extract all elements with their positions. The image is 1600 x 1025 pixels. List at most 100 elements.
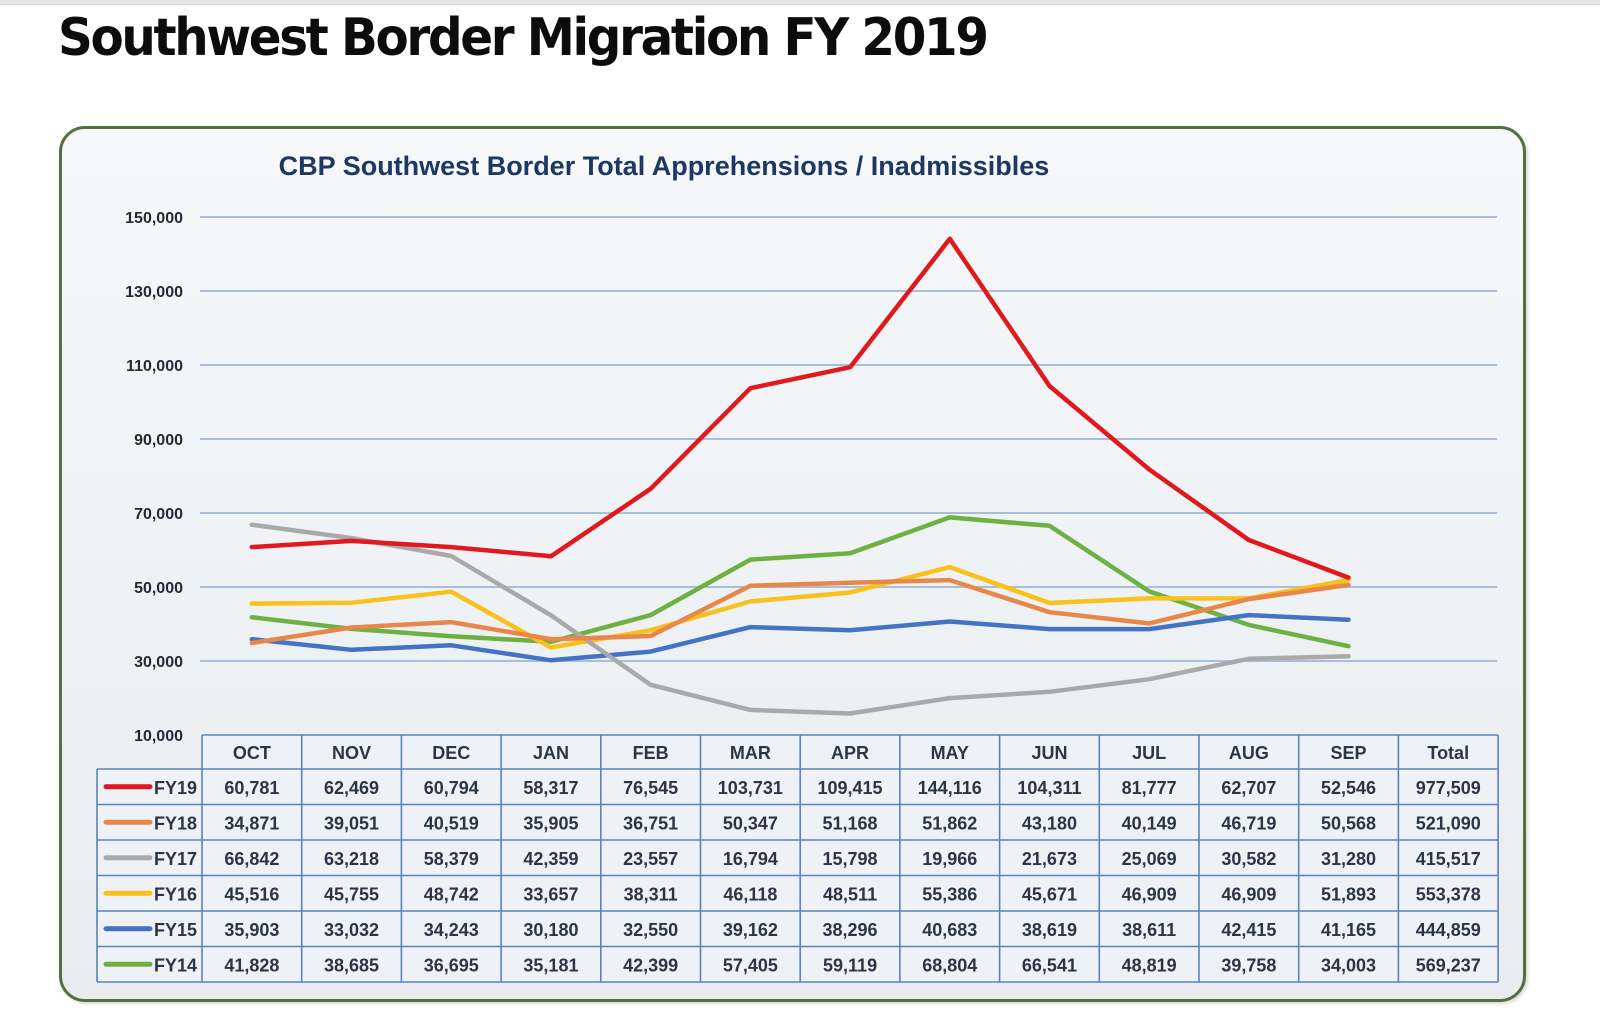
data-label: 25,069 [1122, 849, 1177, 869]
x-tick-label: MAR [730, 743, 771, 763]
y-tick-label: 70,000 [134, 506, 183, 523]
data-label: 41,165 [1321, 920, 1376, 940]
legend-label-fy19: FY19 [154, 778, 197, 798]
data-label: 46,909 [1122, 884, 1177, 904]
data-label: 31,280 [1321, 849, 1376, 869]
data-label: 30,582 [1221, 849, 1276, 869]
total-value: 521,090 [1416, 813, 1481, 833]
total-value: 977,509 [1416, 778, 1481, 798]
data-label: 36,751 [623, 813, 678, 833]
data-label: 52,546 [1321, 778, 1376, 798]
data-label: 45,755 [324, 884, 379, 904]
data-label: 23,557 [623, 849, 678, 869]
x-tick-label: JUN [1031, 743, 1067, 763]
data-label: 103,731 [718, 778, 783, 798]
data-label: 45,671 [1022, 884, 1077, 904]
data-table: OCT NOV DEC JAN FEB MAR APR MAY JUN JUL AUG SEP Tota… [96, 734, 1499, 983]
data-label: 38,619 [1022, 920, 1077, 940]
legend-label-fy18: FY18 [154, 813, 197, 833]
data-label: 57,405 [723, 955, 778, 975]
data-label: 34,003 [1321, 955, 1376, 975]
data-label: 35,181 [523, 955, 578, 975]
y-tick-label: 90,000 [134, 432, 183, 449]
data-label: 38,311 [624, 884, 678, 904]
y-tick-label: 130,000 [125, 284, 183, 301]
legend-label-fy16: FY16 [154, 884, 197, 904]
total-value: 444,859 [1416, 920, 1481, 940]
data-label: 48,511 [823, 884, 877, 904]
y-tick-label: 30,000 [134, 654, 183, 671]
data-label: 62,707 [1221, 778, 1276, 798]
table-header-bg [202, 735, 1499, 769]
data-label: 33,032 [324, 920, 379, 940]
data-label: 42,415 [1221, 920, 1276, 940]
data-label: 66,541 [1022, 955, 1077, 975]
series-line-fy17 [249, 522, 1351, 716]
data-label: 21,673 [1022, 849, 1077, 869]
data-label: 39,162 [723, 920, 778, 940]
x-tick-label: FEB [633, 743, 669, 763]
data-label: 40,519 [424, 813, 479, 833]
legend-label-fy15: FY15 [154, 920, 197, 940]
y-tick-label: 110,000 [126, 358, 183, 375]
data-label: 41,828 [224, 955, 279, 975]
data-label: 109,415 [818, 778, 883, 798]
data-label: 35,905 [523, 813, 578, 833]
data-label: 34,243 [424, 920, 479, 940]
x-tick-label: APR [831, 743, 869, 763]
data-label: 51,862 [922, 813, 977, 833]
data-label: 16,794 [723, 849, 778, 869]
page-title: Southwest Border Migration FY 2019 [58, 8, 989, 68]
data-label: 48,819 [1122, 955, 1177, 975]
x-tick-label: SEP [1331, 743, 1367, 763]
total-value: 553,378 [1416, 884, 1481, 904]
top-rule [0, 0, 1600, 5]
data-label: 58,317 [523, 778, 578, 798]
data-label: 76,545 [623, 778, 678, 798]
data-label: 15,798 [823, 849, 878, 869]
data-label: 55,386 [922, 884, 977, 904]
data-label: 68,804 [922, 955, 977, 975]
data-label: 59,119 [823, 955, 877, 975]
data-label: 46,719 [1221, 813, 1276, 833]
data-label: 63,218 [324, 849, 379, 869]
data-label: 33,657 [523, 884, 578, 904]
data-label: 32,550 [623, 920, 678, 940]
data-label: 81,777 [1122, 778, 1177, 798]
x-tick-label: JUL [1132, 743, 1166, 763]
data-label: 50,347 [723, 813, 778, 833]
total-value: 569,237 [1416, 955, 1481, 975]
data-label: 45,516 [224, 884, 279, 904]
y-tick-label: 50,000 [134, 580, 183, 597]
series-line-fy16 [249, 564, 1351, 650]
data-label: 19,966 [922, 849, 977, 869]
data-label: 62,469 [324, 778, 379, 798]
data-label: 46,909 [1221, 884, 1276, 904]
data-label: 144,116 [918, 778, 982, 798]
data-label: 39,758 [1221, 955, 1276, 975]
data-label: 30,180 [523, 920, 578, 940]
y-tick-label: 10,000 [134, 728, 183, 745]
data-label: 42,359 [523, 849, 578, 869]
x-tick-label: DEC [432, 743, 470, 763]
data-label: 38,611 [1122, 920, 1176, 940]
data-label: 40,149 [1122, 813, 1177, 833]
total-header: Total [1427, 743, 1469, 763]
data-label: 48,742 [424, 884, 479, 904]
data-label: 51,168 [823, 813, 878, 833]
series-line-fy18 [249, 577, 1351, 646]
data-label: 42,399 [623, 955, 678, 975]
data-label: 40,683 [922, 920, 977, 940]
data-label: 60,781 [224, 778, 279, 798]
series-lines [249, 236, 1351, 716]
x-tick-label: NOV [332, 743, 371, 763]
data-label: 34,871 [224, 813, 279, 833]
data-label: 46,118 [723, 884, 777, 904]
data-label: 36,695 [424, 955, 479, 975]
legend-label-fy14: FY14 [154, 955, 197, 975]
series-line-fy15 [249, 612, 1351, 663]
data-label: 38,296 [823, 920, 878, 940]
total-value: 415,517 [1416, 849, 1481, 869]
series-line-fy19 [249, 236, 1351, 580]
y-axis-ticks: 150,000 130,000 110,000 90,000 70,000 50,000 3… [125, 210, 183, 745]
